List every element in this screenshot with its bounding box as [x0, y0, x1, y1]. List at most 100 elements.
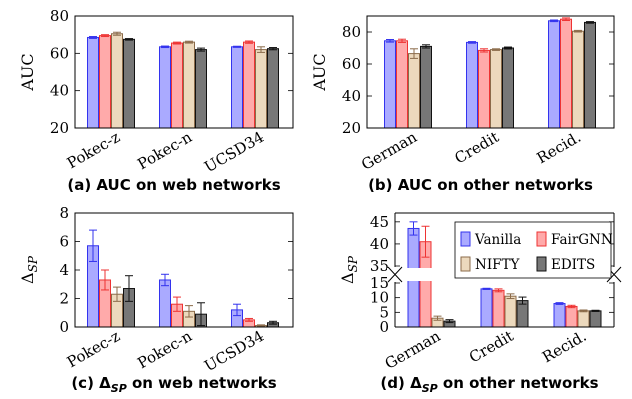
x-tick-label: UCSD34	[201, 327, 267, 375]
bar-fairgnn-recid	[560, 18, 572, 129]
bar-fairgnn-credit	[492, 289, 505, 328]
caption-main: (d) Δ	[380, 374, 422, 392]
x-tick-label: German	[382, 327, 444, 373]
bar-nifty-pokecz	[111, 33, 123, 129]
bar-edits-pokecz	[123, 38, 135, 129]
bar-fairgnn-pokecn	[171, 42, 183, 129]
legend-label-nifty: NIFTY	[475, 257, 521, 273]
y-axis-label: ΔSP	[338, 255, 360, 284]
bar-fairgnn-recid	[565, 305, 578, 328]
x-tick-label: Pokec-z	[64, 327, 123, 372]
y-tick-label: 0	[379, 318, 389, 336]
y-tick-label: 20	[342, 119, 361, 137]
bar-edits-pokecn	[195, 49, 207, 129]
bar-vanilla-recid	[548, 20, 560, 129]
y-tick-label: 4	[59, 261, 69, 279]
bar-nifty-credit	[490, 49, 502, 129]
bar-fairgnn-pokecz	[99, 35, 111, 129]
bar-fairgnn-credit	[478, 49, 490, 129]
x-tick-label: Recid.	[539, 327, 589, 366]
bar-nifty-recid	[572, 30, 584, 129]
legend-swatch-fairgnn	[536, 231, 547, 247]
y-tick-label: 80	[342, 23, 361, 41]
bar-vanilla-pokecn	[159, 46, 171, 129]
y-tick-label: 45	[370, 213, 389, 231]
bar-vanilla-credit	[480, 288, 493, 328]
axis-break-mark	[394, 266, 403, 283]
bar-vanilla-credit	[466, 41, 478, 129]
bar-edits-ucsd34	[267, 48, 279, 129]
bar-nifty-ucsd34	[255, 49, 267, 129]
x-tick-label: Credit	[466, 327, 517, 367]
bar-edits-recid	[584, 21, 596, 129]
chart-panel-a: 20 40 60 80 Pokec-z Pokec-n UCSD34 AUC (a) AUC o…	[18, 7, 294, 194]
bar-vanilla-german	[384, 40, 396, 129]
caption-sub: SP	[111, 382, 127, 395]
y-tick-label: 6	[59, 233, 69, 251]
bar-nifty-credit	[504, 295, 517, 328]
chart-panel-b: 20 40 60 80 German Credit Recid. AUC (b) AUC on …	[310, 15, 615, 194]
legend-swatch-vanilla	[460, 231, 471, 247]
legend-box	[454, 221, 612, 279]
x-tick-label: German	[358, 128, 420, 174]
caption-suffix: on other networks	[438, 374, 599, 392]
y-tick-label: 40	[370, 235, 389, 253]
bar-vanilla-pokecz	[87, 36, 99, 129]
bar-vanilla-recid	[553, 303, 566, 328]
y-axis-label-main: AUC	[18, 53, 37, 91]
y-tick-label: 35	[370, 257, 389, 275]
bar-nifty-german	[408, 53, 420, 129]
legend-label-edits: EDITS	[551, 257, 595, 273]
bar-edits-german	[420, 45, 432, 129]
y-axis-label-sub: SP	[346, 255, 360, 272]
axis-frame	[366, 15, 615, 129]
y-tick-label: 0	[59, 318, 69, 336]
legend-label-fairgnn: FairGNN	[551, 232, 613, 248]
y-tick-label: 80	[50, 7, 69, 25]
legend-label-vanilla: Vanilla	[474, 232, 521, 248]
caption-suffix: on web networks	[127, 374, 277, 392]
panel-caption: (b) AUC on other networks	[368, 176, 593, 194]
axis-frame	[74, 15, 294, 129]
bar-edits-credit	[502, 47, 514, 129]
y-axis-label-main: Δ	[338, 272, 357, 284]
caption-main: (a) AUC on web networks	[67, 176, 280, 194]
axis-break-mark	[613, 266, 622, 283]
bar-edits-recid	[589, 310, 602, 328]
y-tick-label: 8	[59, 204, 69, 222]
bar-fairgnn-german	[396, 40, 408, 129]
bar-fairgnn-ucsd34	[243, 41, 255, 129]
x-tick-label: Recid.	[534, 128, 584, 167]
bar-nifty-recid	[577, 310, 590, 328]
panel-caption: (c) ΔSP on web networks	[71, 374, 276, 395]
x-tick-label: Credit	[451, 128, 502, 168]
bar-vanilla-ucsd34	[231, 46, 243, 129]
y-tick-label: 20	[50, 119, 69, 137]
legend-swatch-nifty	[460, 256, 471, 272]
bar-vanilla-pokecn	[159, 279, 171, 328]
y-axis-label: ΔSP	[18, 255, 40, 284]
y-axis-label-main: Δ	[18, 272, 37, 284]
y-tick-label: 60	[342, 55, 361, 73]
y-tick-label: 15	[370, 274, 389, 292]
y-tick-label: 2	[59, 290, 69, 308]
y-tick-label: 40	[342, 87, 361, 105]
y-axis-label-sub: SP	[26, 255, 40, 272]
x-tick-label: Pokec-n	[134, 327, 195, 373]
bar-nifty-pokecn	[183, 41, 195, 129]
legend: Vanilla FairGNN NIFTY EDITS	[454, 221, 613, 279]
legend-swatch-edits	[536, 256, 547, 272]
panel-caption: (d) ΔSP on other networks	[380, 374, 598, 395]
y-tick-label: 60	[50, 44, 69, 62]
y-tick-label: 10	[370, 289, 389, 307]
y-axis-label: AUC	[310, 53, 329, 91]
caption-main: (b) AUC on other networks	[368, 176, 593, 194]
y-tick-label: 5	[379, 303, 389, 321]
y-tick-label: 40	[50, 82, 69, 100]
caption-sub: SP	[422, 382, 438, 395]
y-axis-label: AUC	[18, 53, 37, 91]
x-tick-label: Pokec-n	[134, 128, 195, 174]
